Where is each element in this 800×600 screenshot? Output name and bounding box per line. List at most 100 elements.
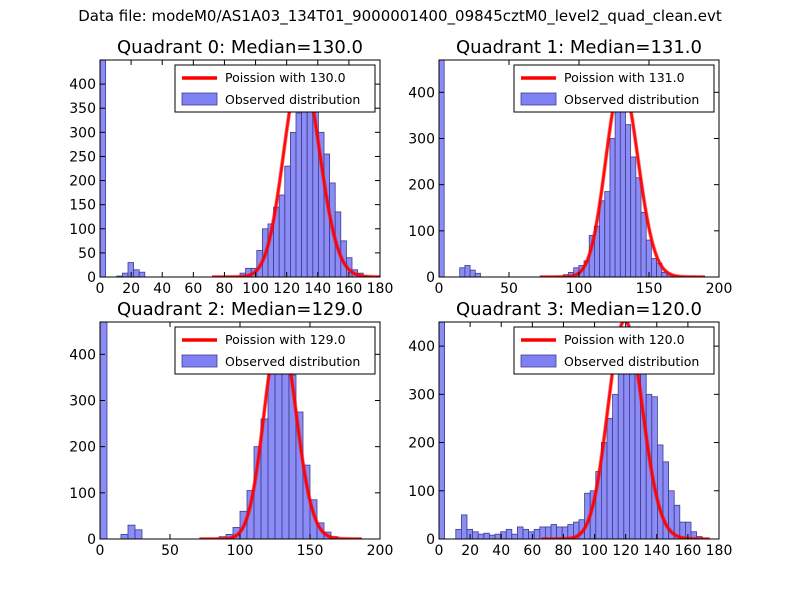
quadrant-1-plot-area bbox=[439, 60, 707, 277]
quadrant-0-histogram-bar bbox=[289, 131, 297, 277]
quadrant-3-histogram-bar bbox=[550, 524, 557, 539]
quadrant-0-y-tick-label: 300 bbox=[69, 125, 96, 141]
quadrant-0-histogram-bar bbox=[301, 93, 308, 277]
quadrant-1-x-tick-label: 150 bbox=[636, 281, 663, 297]
quadrant-2-panel: Quadrant 2: Median=129.0 0 50 100 150 200 0 100… bbox=[69, 299, 393, 559]
quadrant-3-histogram-bar bbox=[606, 418, 613, 539]
quadrant-0-histogram-bar bbox=[122, 272, 129, 277]
quadrant-1-histogram-bar bbox=[604, 191, 611, 277]
quadrant-0-y-tick-label: 400 bbox=[69, 77, 96, 93]
quadrant-3-x-tick-label: 0 bbox=[435, 543, 444, 559]
quadrant-1-title: Quadrant 1: Median=131.0 bbox=[456, 37, 702, 58]
quadrant-2-y-tick-label: 200 bbox=[69, 440, 96, 456]
quadrant-0-histogram-bar bbox=[295, 112, 302, 277]
quadrant-3-histogram-bar bbox=[439, 322, 445, 539]
quadrant-3-histogram-bar bbox=[517, 526, 524, 539]
quadrant-3-poisson-line-core bbox=[541, 322, 711, 539]
quadrant-2-y-tick-label: 0 bbox=[87, 532, 96, 548]
quadrant-0-y-tick-label: 250 bbox=[69, 149, 96, 165]
quadrant-0-panel: Quadrant 0: Median=130.00 20 40 60 80 100 120 1… bbox=[69, 37, 394, 297]
quadrant-3-x-tick-label: 20 bbox=[461, 543, 479, 559]
quadrant-0-x-tick-label: 140 bbox=[304, 281, 331, 297]
quadrant-1-y-tick-label: 400 bbox=[408, 85, 435, 101]
figure-suptitle: Data file: modeM0/AS1A03_134T01_90000014… bbox=[78, 7, 722, 25]
quadrant-0-histogram-bar bbox=[133, 269, 140, 277]
quadrant-2-x-tick-label: 50 bbox=[161, 543, 179, 559]
quadrant-1-histogram-bar bbox=[459, 267, 466, 277]
quadrant-3-axes-frame bbox=[438, 321, 720, 540]
quadrant-3-histogram-bar bbox=[460, 514, 468, 539]
quadrant-0-x-tick-label: 20 bbox=[122, 281, 140, 297]
quadrant-0-x-tick-label: 100 bbox=[242, 281, 269, 297]
quadrant-3-x-tick-label: 160 bbox=[675, 543, 702, 559]
quadrant-0-x-tick-label: 120 bbox=[273, 281, 300, 297]
quadrant-0-x-tick-label: 160 bbox=[336, 281, 363, 297]
quadrant-0-x-tick-label: 40 bbox=[153, 281, 171, 297]
quadrant-3-x-tick-label: 120 bbox=[612, 543, 639, 559]
quadrant-0-x-tick-label: 0 bbox=[96, 281, 105, 297]
quadrant-3-legend: Poission with 120.0 Observed distribution bbox=[513, 326, 715, 375]
quadrant-2-plot-area bbox=[100, 322, 364, 539]
quadrant-0-histogram-bar bbox=[284, 165, 291, 277]
quadrant-0-legend-bar-swatch bbox=[181, 92, 218, 106]
quadrant-2-y-tick-label: 300 bbox=[69, 393, 96, 409]
quadrant-3-histogram-bar bbox=[657, 444, 664, 539]
quadrant-0-x-tick-label: 180 bbox=[367, 281, 394, 297]
quadrant-3-histogram-bar bbox=[505, 528, 513, 539]
quadrant-1-histogram-bar bbox=[640, 211, 647, 277]
quadrant-2-histogram-bar bbox=[100, 322, 108, 539]
quadrant-1-histogram-bar bbox=[439, 60, 445, 277]
quadrant-3-x-tick-label: 80 bbox=[555, 543, 573, 559]
quadrant-3-x-tick-label: 60 bbox=[523, 543, 541, 559]
quadrant-3-histogram-bar bbox=[511, 533, 518, 539]
quadrant-3-y-tick-label: 300 bbox=[408, 387, 435, 403]
quadrant-2-legend-box bbox=[174, 326, 376, 375]
quadrant-1-histogram-bar bbox=[614, 101, 621, 277]
quadrant-0-histogram-bar bbox=[138, 271, 146, 277]
quadrant-1-x-tick-label: 100 bbox=[566, 281, 593, 297]
quadrant-3-legend-bar-swatch bbox=[520, 354, 557, 368]
quadrant-3-legend-poisson-label: Poission with 120.0 bbox=[564, 332, 685, 347]
quadrant-3-histogram-bar bbox=[617, 364, 625, 539]
quadrant-2-x-tick-label: 100 bbox=[227, 543, 254, 559]
quadrant-1-x-tick-label: 0 bbox=[435, 281, 444, 297]
quadrant-1-x-tick-label: 50 bbox=[500, 281, 518, 297]
quadrant-3-histogram-bar bbox=[477, 533, 485, 539]
quadrant-3-x-tick-label: 140 bbox=[643, 543, 670, 559]
quadrant-3-histogram-bar bbox=[488, 534, 496, 539]
quadrant-3-histogram-bar bbox=[623, 350, 630, 539]
quadrant-2-histogram-bar bbox=[120, 533, 129, 539]
quadrant-2-x-tick-label: 200 bbox=[367, 543, 394, 559]
quadrant-0-axes-frame bbox=[99, 59, 381, 278]
quadrant-1-histogram-bar bbox=[464, 265, 471, 277]
quadrant-0-legend-poisson-label: Poission with 130.0 bbox=[225, 70, 346, 85]
quadrant-0-y-tick-label: 200 bbox=[69, 174, 96, 190]
quadrant-1-histogram-bar bbox=[645, 239, 652, 277]
quadrant-0-x-tick-label: 60 bbox=[184, 281, 202, 297]
quadrant-1-histogram-bar bbox=[625, 124, 632, 277]
quadrant-2-x-tick-label: 150 bbox=[297, 543, 324, 559]
quadrant-1-y-tick-label: 200 bbox=[408, 178, 435, 194]
quadrant-3-plot-area bbox=[439, 322, 711, 539]
quadrant-1-histogram-bar bbox=[619, 87, 626, 277]
quadrant-2-legend-observed-label: Observed distribution bbox=[225, 354, 360, 369]
quadrant-1-panel: Quadrant 1: Median=131.0 0 50 100 150 200 0 100… bbox=[408, 37, 732, 297]
quadrant-3-histogram-bar bbox=[494, 533, 501, 539]
quadrant-3-legend-observed-label: Observed distribution bbox=[564, 354, 699, 369]
quadrant-2-x-tick-label: 0 bbox=[96, 543, 105, 559]
quadrant-2-histogram-bar bbox=[127, 524, 136, 539]
quadrant-1-legend-bar-swatch bbox=[520, 92, 557, 106]
quadrant-1-y-tick-label: 100 bbox=[408, 224, 435, 240]
quadrant-0-y-tick-label: 50 bbox=[78, 246, 96, 262]
quadrant-3-x-tick-label: 40 bbox=[492, 543, 510, 559]
quadrant-1-histogram-bar bbox=[630, 156, 637, 277]
quadrant-3-histogram-bar bbox=[640, 355, 647, 539]
quadrant-2-histogram-bar bbox=[134, 529, 143, 539]
quadrant-0-legend-observed-label: Observed distribution bbox=[225, 92, 360, 107]
quadrant-0-title: Quadrant 0: Median=130.0 bbox=[117, 37, 363, 58]
quadrant-3-histogram-bar bbox=[612, 393, 619, 539]
quadrant-0-y-tick-label: 150 bbox=[69, 198, 96, 214]
quadrant-3-title: Quadrant 3: Median=120.0 bbox=[456, 299, 702, 320]
quadrant-1-histogram-bar bbox=[474, 272, 481, 277]
